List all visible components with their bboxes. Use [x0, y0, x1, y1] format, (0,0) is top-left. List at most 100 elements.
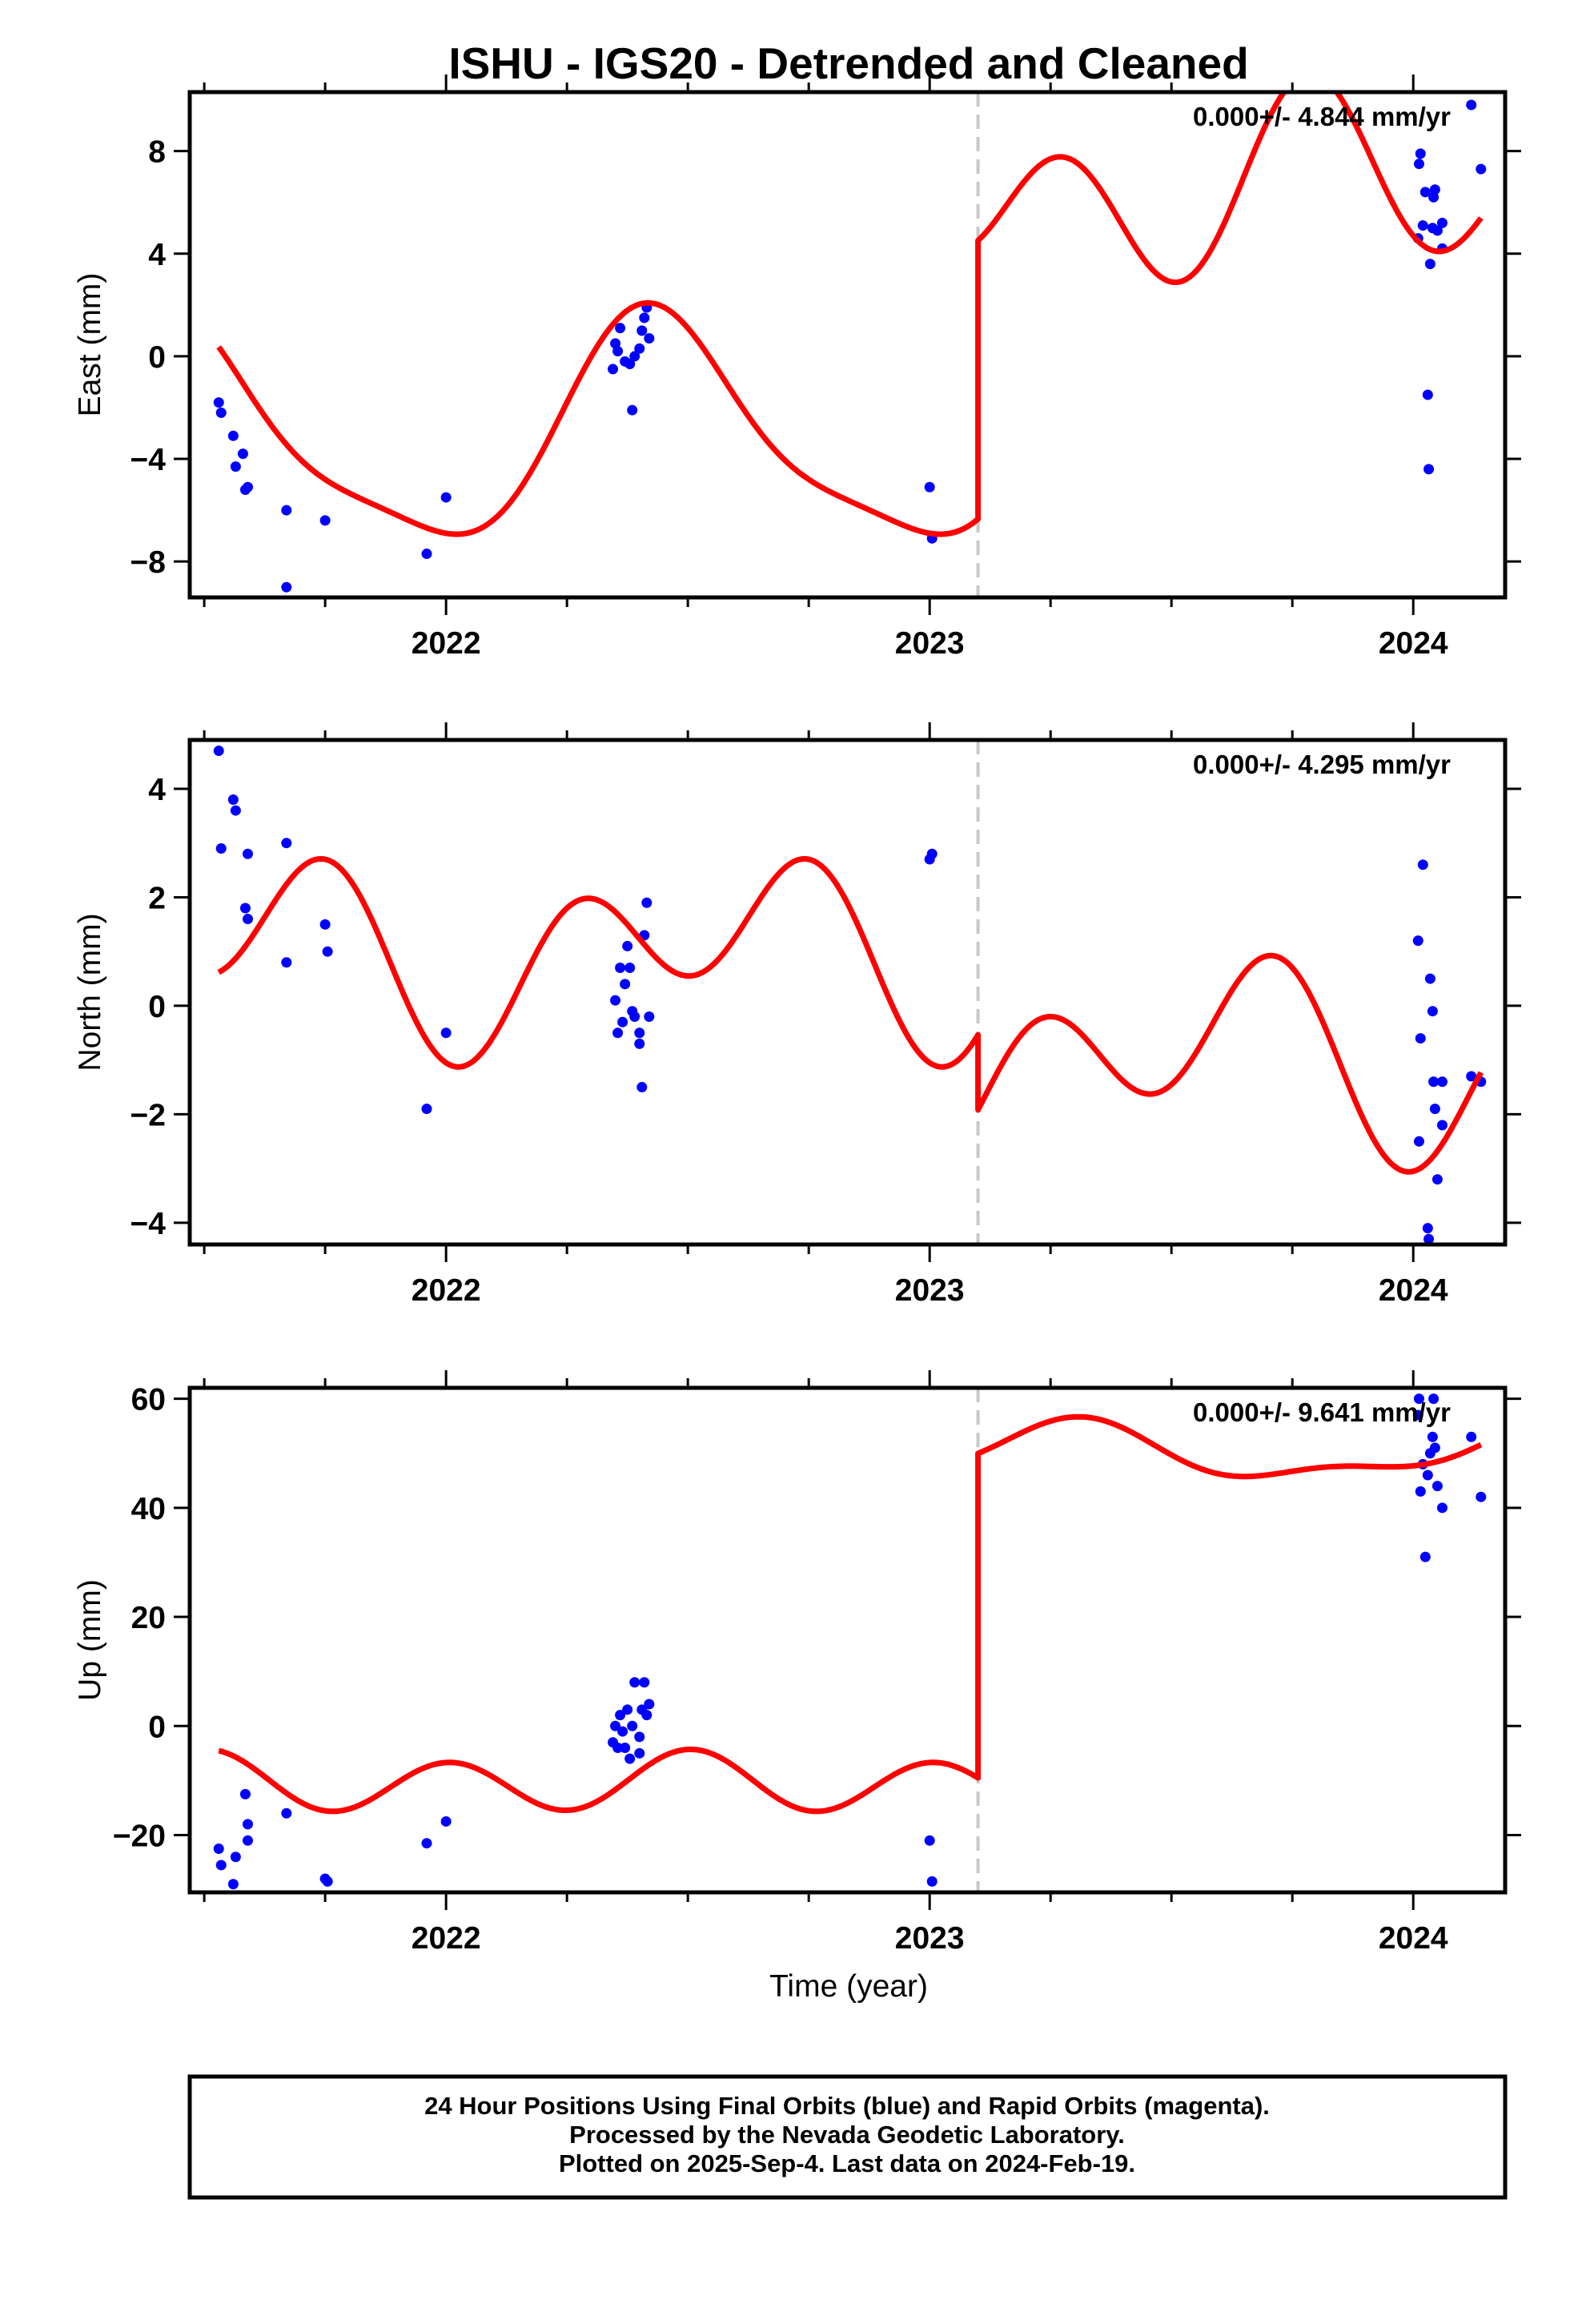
north-data-point	[636, 1082, 648, 1093]
y-tick-label: 0	[148, 990, 166, 1024]
up-data-point	[639, 1677, 650, 1688]
north-data-point	[615, 963, 626, 974]
x-tick-label: 2024	[1379, 1921, 1448, 1956]
north-data-point	[634, 1027, 645, 1039]
east-data-point	[281, 505, 292, 516]
north-data-point	[227, 794, 239, 806]
east-data-point	[1413, 159, 1424, 170]
east-data-point	[281, 581, 292, 593]
y-tick-label: 0	[148, 1710, 166, 1744]
north-data-point	[1428, 1076, 1439, 1088]
east-data-point	[1422, 389, 1433, 400]
up-data-point	[213, 1844, 224, 1855]
north-data-point	[612, 1027, 624, 1039]
east-data-point	[636, 325, 648, 336]
north-data-point	[213, 746, 224, 757]
east-data-point	[1429, 184, 1440, 195]
up-data-point	[322, 1876, 333, 1887]
north-data-point	[1427, 1006, 1438, 1017]
up-data-point	[620, 1743, 631, 1754]
y-tick-label: −8	[130, 545, 166, 580]
north-model-curve	[217, 856, 1484, 1175]
north-data-point	[1423, 1233, 1435, 1244]
up-data-point	[281, 1807, 292, 1819]
up-data-point	[230, 1852, 241, 1863]
up-data-point	[610, 1720, 621, 1731]
east-data-point	[1424, 259, 1435, 270]
x-tick-label: 2022	[412, 626, 481, 661]
up-data-point	[227, 1879, 239, 1890]
up-data-point	[242, 1835, 253, 1846]
footer-line-3: Plotted on 2025-Sep-4. Last data on 2024…	[559, 2149, 1135, 2177]
north-plot-frame	[187, 738, 1508, 1247]
north-data-point	[634, 1038, 645, 1049]
up-data-point	[1415, 1486, 1426, 1497]
north-data-point	[1424, 973, 1435, 984]
up-data-point	[421, 1838, 432, 1849]
east-data-point	[242, 481, 253, 493]
y-tick-label: 2	[148, 881, 166, 915]
east-data-point	[1431, 225, 1443, 236]
north-data-point	[629, 1011, 640, 1022]
y-tick-label: 20	[131, 1601, 166, 1635]
north-data-point	[617, 1016, 628, 1027]
y-tick-label: 4	[148, 238, 166, 272]
east-data-point	[1423, 464, 1435, 475]
north-data-point	[641, 897, 652, 908]
y-tick-label: 4	[148, 773, 166, 807]
up-data-point	[1412, 1409, 1423, 1421]
up-panel: Up (mm) 2022 2023 2024 −20 0 20 40 60 0.000+/- 9…	[73, 1370, 1521, 1956]
east-data-point	[440, 492, 452, 503]
x-tick-label: 2024	[1379, 626, 1448, 661]
east-plot-frame	[187, 90, 1508, 600]
north-data-point	[242, 914, 253, 925]
x-tick-label: 2023	[895, 1921, 965, 1956]
figure-title: ISHU - IGS20 - Detrended and Cleaned	[448, 38, 1248, 88]
east-data-point	[1417, 220, 1428, 231]
up-data-point	[1436, 1502, 1447, 1514]
x-tick-label: 2022	[412, 1273, 481, 1308]
north-data-point	[926, 848, 938, 859]
east-data-point	[612, 346, 624, 357]
north-data-point	[644, 1011, 655, 1022]
up-model-curve	[217, 1413, 1484, 1815]
north-data-point	[1466, 1071, 1477, 1082]
north-rate-label: 0.000+/- 4.295 mm/yr	[1193, 750, 1451, 779]
up-data-point	[924, 1835, 935, 1846]
north-data-point	[1431, 1174, 1443, 1185]
north-data-point	[281, 957, 292, 968]
north-data-layer	[213, 740, 1487, 1244]
east-data-point	[421, 549, 432, 560]
east-data-point	[624, 359, 636, 370]
footer-line-1: 24 Hour Positions Using Final Orbits (bl…	[424, 2092, 1270, 2120]
x-tick-label: 2022	[412, 1921, 481, 1956]
y-tick-label: −4	[130, 443, 167, 477]
north-data-point	[242, 848, 253, 859]
north-data-point	[230, 805, 241, 816]
up-data-point	[1431, 1481, 1443, 1492]
up-axis-label: Up (mm)	[73, 1579, 107, 1701]
up-data-point	[239, 1788, 251, 1799]
up-data-point	[926, 1876, 938, 1887]
up-rate-label: 0.000+/- 9.641 mm/yr	[1193, 1397, 1451, 1427]
north-panel: North (mm) 2022 2023 2024 −4 −2 0 2 4 0.000+/- 4…	[73, 722, 1521, 1308]
east-data-point	[215, 407, 227, 418]
up-data-point	[1428, 1393, 1439, 1405]
up-plot-frame	[187, 1385, 1508, 1895]
east-data-point	[634, 343, 645, 354]
east-data-layer	[213, 92, 1487, 597]
east-data-point	[644, 332, 655, 344]
north-data-point	[610, 995, 621, 1006]
up-data-point	[617, 1726, 628, 1737]
y-tick-label: 60	[131, 1383, 166, 1417]
up-data-layer	[213, 1388, 1487, 1892]
east-data-point	[1428, 191, 1439, 203]
up-data-point	[1466, 1431, 1477, 1442]
y-tick-label: −2	[130, 1098, 166, 1132]
up-data-point	[622, 1704, 633, 1715]
y-tick-label: −20	[113, 1819, 166, 1853]
north-data-point	[1413, 1136, 1424, 1147]
east-data-point	[608, 364, 619, 375]
east-panel: East (mm) 2022 2023 2024 −8 −4 0 4 8 0.000+/- 4.…	[73, 74, 1521, 661]
north-data-point	[281, 838, 292, 849]
